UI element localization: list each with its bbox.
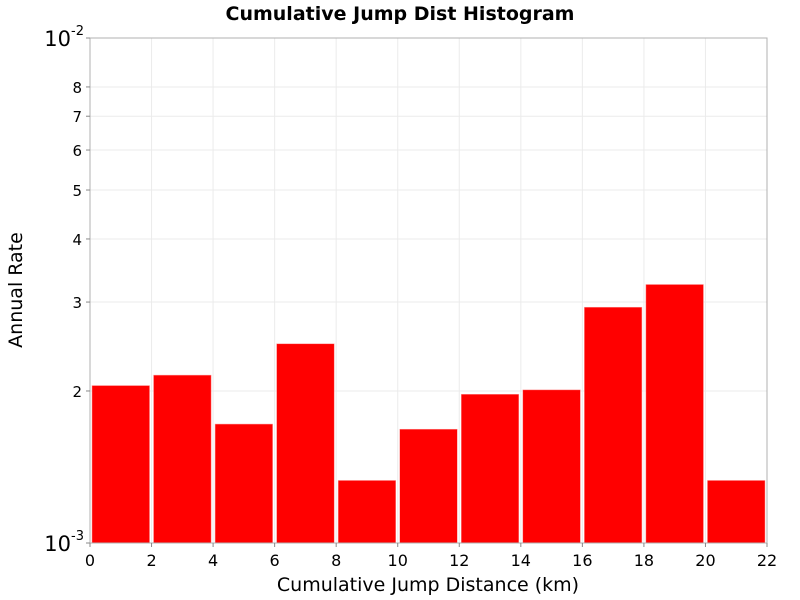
histogram-bar [707,480,766,544]
y-tick-label: 10-2 [44,24,84,51]
x-tick-label: 12 [449,551,469,570]
y-tick-label: 4 [72,231,82,249]
histogram-bar [522,389,581,544]
histogram-bar [91,385,150,544]
x-tick-label: 2 [146,551,156,570]
x-tick-label: 16 [572,551,592,570]
y-tick-label: 6 [72,142,82,160]
histogram-bar [584,306,643,544]
x-tick-label: 0 [85,551,95,570]
y-tick-label: 3 [72,294,82,312]
y-axis-ticks: 10-3 2 3 4 5 6 7 8 10-2 [44,24,90,556]
histogram-bar [461,394,520,544]
x-tick-label: 18 [634,551,654,570]
x-tick-label: 4 [208,551,218,570]
y-tick-label: 8 [72,79,82,97]
histogram-bar [276,343,335,544]
y-tick-label: 5 [72,182,82,200]
x-tick-label: 20 [695,551,715,570]
x-tick-label: 14 [511,551,531,570]
y-tick-label: 2 [72,383,82,401]
histogram-bar [153,374,212,544]
histogram-bar [399,428,458,544]
x-axis-label: Cumulative Jump Distance (km) [277,574,579,596]
y-axis-label: Annual Rate [5,232,27,348]
x-tick-label: 6 [270,551,280,570]
grid-lines [89,37,768,544]
chart-title: Cumulative Jump Dist Histogram [226,3,575,25]
x-tick-label: 10 [388,551,408,570]
histogram-bar [645,284,704,544]
y-tick-label: 7 [72,108,82,126]
plot-frame [89,37,768,544]
x-axis-ticks: 0 2 4 6 8 10 12 14 16 18 20 22 [85,543,777,570]
x-tick-label: 22 [757,551,777,570]
bars [91,284,766,544]
y-tick-label: 10-3 [44,529,84,556]
histogram-bar [337,480,396,544]
histogram-bar [214,423,273,544]
x-tick-label: 8 [331,551,341,570]
